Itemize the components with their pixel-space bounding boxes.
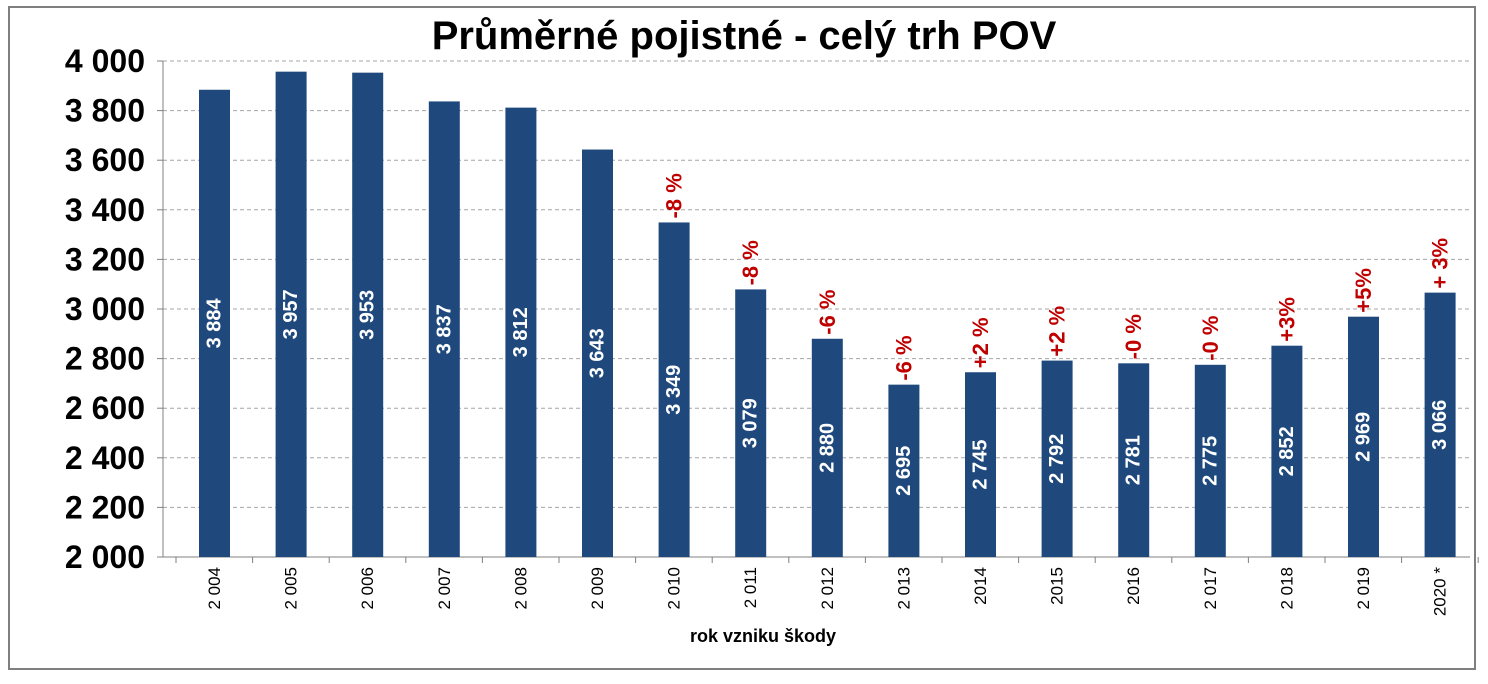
- change-label: -0 %: [1198, 316, 1223, 361]
- bar: [965, 372, 996, 557]
- change-label: + 3%: [1428, 238, 1453, 289]
- x-tick-label: 2 018: [1277, 567, 1296, 610]
- y-tick-label: 2 000: [65, 539, 145, 575]
- change-label: -6 %: [815, 290, 840, 335]
- y-tick-label: 3 200: [65, 241, 145, 277]
- bar: [505, 107, 537, 558]
- change-label: +5%: [1351, 268, 1376, 313]
- change-label: +3%: [1274, 297, 1299, 342]
- bar-value-label: 3 837: [433, 304, 455, 354]
- x-tick-label: 2 017: [1201, 567, 1220, 610]
- x-axis-title: rok vzniku škody: [689, 626, 837, 646]
- y-tick-label: 3 800: [65, 93, 145, 129]
- bar-value-label: 2 781: [1123, 435, 1145, 485]
- bar-value-label: 3 643: [587, 328, 609, 378]
- change-label: -0 %: [1121, 314, 1146, 359]
- x-tick-label: 2 012: [818, 567, 837, 610]
- x-tick-label: 2020 *: [1431, 567, 1450, 617]
- bar: [428, 101, 460, 557]
- x-tick-label: 2 008: [511, 567, 530, 610]
- bar: [811, 338, 843, 557]
- bar: [658, 222, 690, 557]
- bar-value-label: 2 792: [1046, 434, 1068, 484]
- x-tick-label: 2015: [1048, 567, 1067, 605]
- bar-value-label: 3 957: [280, 289, 302, 339]
- bar: [199, 89, 230, 557]
- bar: [582, 149, 613, 557]
- x-tick-label: 2016: [1124, 567, 1143, 605]
- bar: [352, 72, 384, 557]
- change-label: -8 %: [662, 173, 687, 218]
- bar-value-label: 3 884: [204, 297, 226, 348]
- y-tick-label: 4 000: [65, 43, 145, 79]
- bar-value-label: 2 695: [893, 446, 915, 496]
- change-label: +2 %: [968, 317, 993, 368]
- bar-value-label: 3 953: [357, 290, 379, 340]
- bar: [735, 289, 767, 557]
- bar: [1348, 316, 1379, 557]
- y-tick-label: 3 400: [65, 192, 145, 228]
- bar-value-label: 2 745: [970, 440, 992, 490]
- bar-value-label: 3 079: [740, 398, 762, 448]
- y-tick-label: 2 800: [65, 341, 145, 377]
- bar-value-label: 2 969: [1353, 412, 1375, 462]
- x-tick-label: 2 007: [435, 567, 454, 610]
- bar: [1118, 363, 1150, 557]
- y-tick-label: 2 200: [65, 489, 145, 525]
- y-tick-label: 2 400: [65, 440, 145, 476]
- x-tick-label: 2 005: [282, 567, 301, 610]
- x-tick-label: 2 006: [358, 567, 377, 610]
- bar: [1271, 345, 1303, 557]
- x-tick-label: 2014: [971, 567, 990, 605]
- x-tick-label: 2 019: [1354, 567, 1373, 610]
- bar-value-label: 3 812: [510, 307, 532, 357]
- bar: [1194, 364, 1226, 557]
- x-tick-label: 2 009: [588, 567, 607, 610]
- bar-value-label: 2 880: [816, 423, 838, 473]
- x-tick-label: 2 011: [741, 567, 760, 608]
- chart-title: Průměrné pojistné - celý trh POV: [431, 14, 1057, 58]
- change-label: -8 %: [738, 240, 763, 285]
- y-tick-label: 3 600: [65, 142, 145, 178]
- bar-value-label: 2 852: [1276, 426, 1298, 476]
- x-tick-label: 2 013: [894, 567, 913, 610]
- bar-value-label: 3 349: [663, 365, 685, 415]
- bar-value-label: 3 066: [1429, 400, 1451, 450]
- bar: [888, 384, 920, 557]
- y-tick-label: 3 000: [65, 291, 145, 327]
- bar: [275, 71, 307, 557]
- bar: [1041, 360, 1073, 557]
- y-tick-label: 2 600: [65, 390, 145, 426]
- change-label: -6 %: [891, 335, 916, 380]
- change-label: +2 %: [1045, 306, 1070, 357]
- x-tick-label: 2 004: [205, 567, 224, 610]
- x-tick-label: 2 010: [665, 567, 684, 610]
- bar-value-label: 2 775: [1199, 436, 1221, 486]
- bar: [1424, 292, 1456, 557]
